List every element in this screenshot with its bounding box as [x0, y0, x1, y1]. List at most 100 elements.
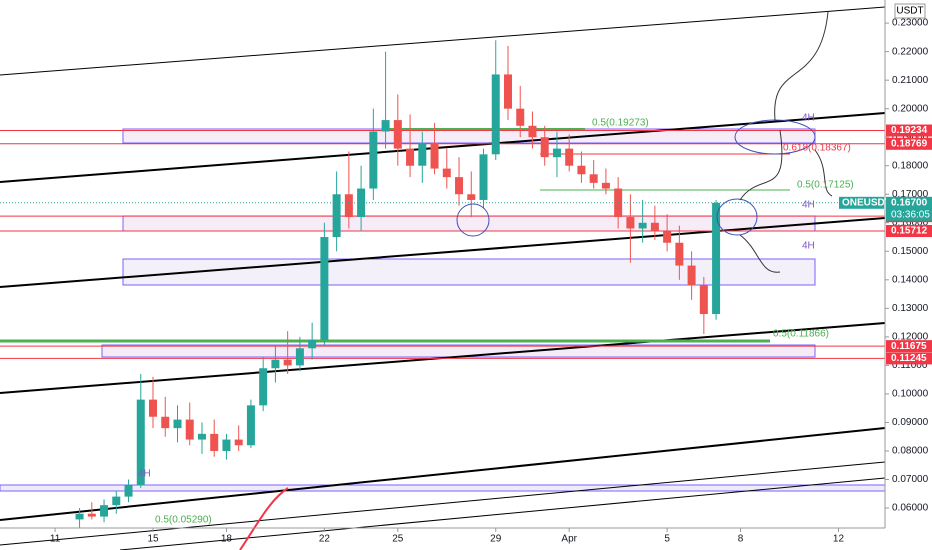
fib-label: 0.618(0.18367): [783, 143, 851, 154]
fib-label: 0.5(0.17125): [797, 180, 854, 191]
trendline: [0, 217, 886, 288]
candle-body: [124, 485, 133, 497]
labels: 0.06000 0.07000 0.08000 0.09000 0.10000 0.110…: [50, 18, 932, 545]
candle-body: [467, 194, 476, 200]
zone: [122, 128, 816, 144]
y-tick-label: 0.15000: [892, 246, 929, 257]
y-tick-label: 0.16000: [892, 217, 929, 228]
candle-body: [687, 265, 696, 286]
candle-body: [75, 513, 84, 520]
candle-body: [308, 339, 317, 349]
symbol-label: ONEUSDT: [842, 197, 891, 208]
candle-body: [393, 120, 402, 149]
candle-body: [344, 194, 353, 218]
y-tick-label: 0.11000: [892, 360, 928, 371]
level-label: 0.11675: [891, 341, 927, 352]
candle-body: [259, 368, 268, 406]
x-tick-label: 25: [392, 534, 404, 545]
arrow: [739, 129, 783, 201]
candle-body: [197, 433, 206, 440]
circle-marker: [456, 203, 490, 237]
candle-body: [100, 505, 109, 517]
level-tag: [886, 224, 932, 237]
x-tick-label: 18: [221, 534, 233, 545]
circle-marker: [716, 198, 758, 236]
candle-body: [626, 217, 635, 229]
y-tick-label: 0.19000: [892, 132, 929, 143]
price-tag: [886, 196, 932, 221]
level-label: 0.19234: [891, 125, 928, 136]
candle-body: [185, 419, 194, 440]
candle-body: [565, 148, 574, 166]
x-tick-label: 22: [319, 534, 331, 545]
y-tick-label: 0.06000: [892, 503, 929, 514]
candle-body: [87, 513, 96, 517]
arrow: [239, 487, 289, 550]
x-tick-label: 15: [147, 534, 159, 545]
candle-body: [675, 242, 684, 266]
candle-body: [173, 419, 182, 429]
trendline: [0, 461, 886, 546]
timeframe-label: 4H: [802, 200, 815, 211]
candle-body: [540, 137, 549, 158]
trendline: [0, 112, 886, 183]
candle-body: [406, 148, 415, 166]
candle-body: [136, 399, 145, 486]
candle-body: [455, 177, 464, 195]
level-label: 0.15712: [891, 226, 928, 237]
x-tick-label: 29: [490, 534, 502, 545]
y-tick-label: 0.22000: [892, 46, 929, 57]
candle-body: [295, 348, 304, 366]
level-tag: [886, 124, 932, 137]
candle-body: [601, 182, 610, 189]
drawings: [239, 11, 833, 550]
y-tick-label: 0.07000: [892, 474, 929, 485]
x-tick-label: 11: [50, 534, 61, 545]
candle-body: [699, 285, 708, 315]
x-tick-label: 12: [833, 534, 845, 545]
countdown: 03:36:05: [891, 209, 930, 220]
candle-body: [638, 222, 647, 229]
y-tick-label: 0.18000: [892, 160, 929, 171]
x-tick-label: 5: [664, 534, 670, 545]
zone: [101, 344, 816, 358]
candle-body: [271, 359, 280, 369]
arrow: [814, 149, 833, 197]
candle-body: [479, 154, 488, 200]
x-tick-label: Apr: [561, 534, 577, 545]
candle-body: [246, 405, 255, 446]
y-tick-label: 0.13000: [892, 303, 929, 314]
timeframe-label: 4H: [802, 113, 815, 124]
currency: USDT: [896, 6, 923, 17]
y-tick-label: 0.21000: [892, 75, 929, 86]
arrow: [739, 234, 781, 273]
y-tick-label: 0.12000: [892, 332, 929, 343]
candle-body: [528, 125, 537, 138]
timeframe-label: 4H: [138, 469, 151, 480]
y-tick-label: 0.10000: [892, 389, 929, 400]
candle-body: [418, 142, 427, 166]
candle-body: [442, 168, 451, 178]
level-label: 0.18769: [891, 138, 928, 149]
zone: [122, 215, 816, 232]
candle-body: [320, 237, 329, 340]
candle-body: [161, 416, 170, 429]
y-tick-label: 0.20000: [892, 103, 929, 114]
level-tag: [886, 340, 932, 353]
x-tick-label: 8: [738, 534, 744, 545]
candle-body: [381, 120, 390, 132]
candle-body: [222, 439, 231, 451]
candle-body: [712, 202, 721, 315]
candle-body: [283, 359, 292, 366]
candle-body: [663, 231, 672, 243]
y-tick-label: 0.09000: [892, 417, 929, 428]
candle-body: [357, 188, 366, 218]
level-label: 0.11245: [891, 353, 927, 364]
fib-label: 0.5(0.05290): [155, 515, 212, 526]
level-tag: [886, 352, 932, 365]
candle-body: [210, 433, 219, 451]
fib-label: 0.5(0.19273): [592, 118, 649, 129]
zone: [122, 258, 816, 286]
fib-label: 0.5(0.11866): [773, 329, 829, 340]
